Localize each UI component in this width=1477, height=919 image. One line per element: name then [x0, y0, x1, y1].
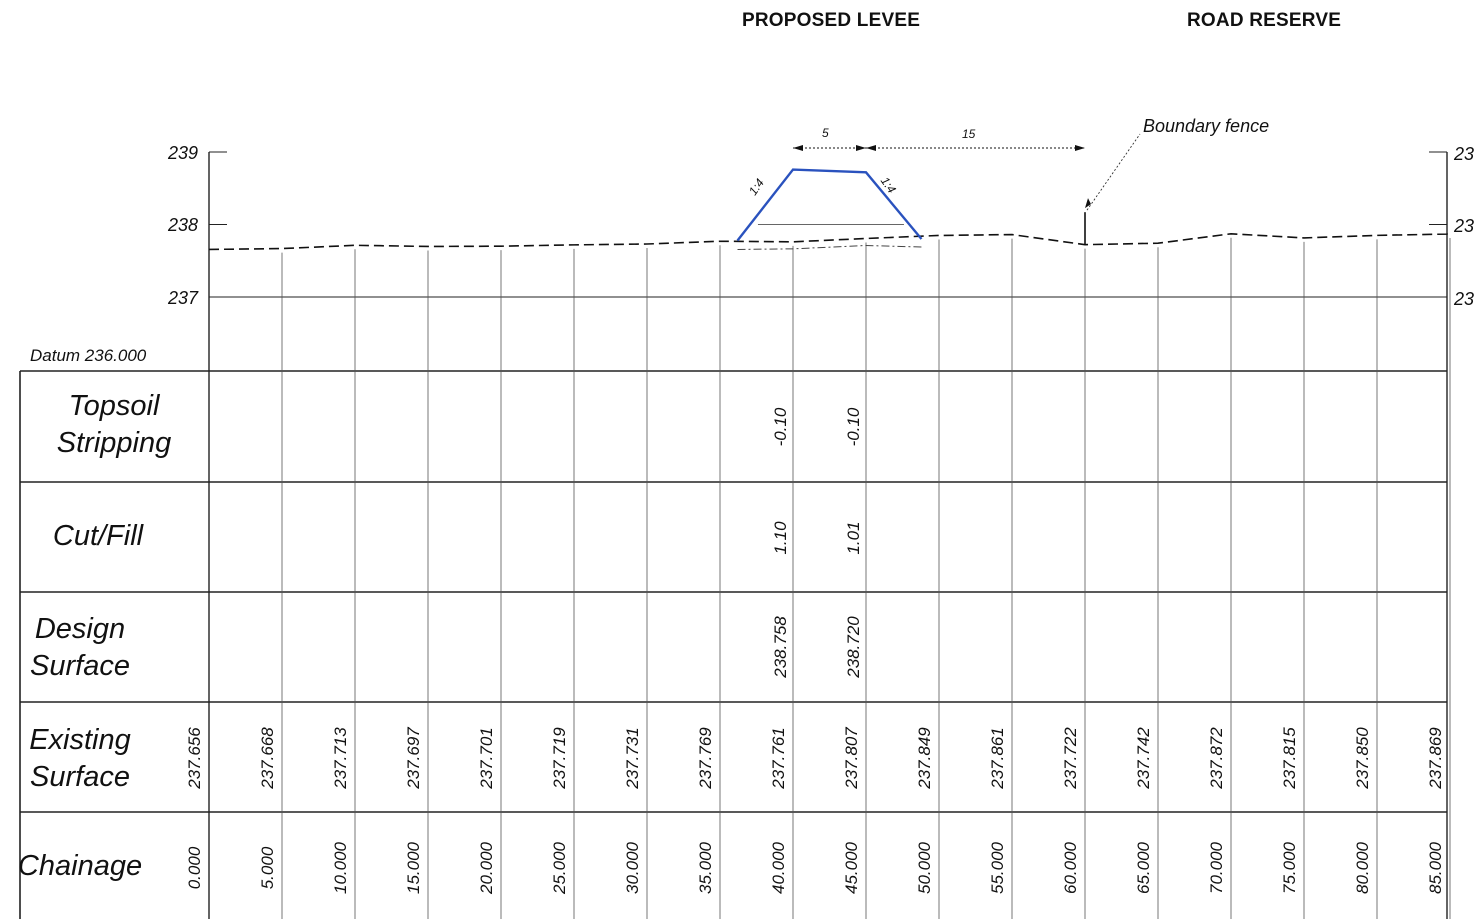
chainage-value: 20.000 [477, 842, 496, 894]
existing-surface-value: 237.807 [842, 727, 861, 789]
offset-dim-arrow-right [1075, 145, 1085, 151]
chainage-value: 50.000 [915, 842, 934, 894]
chainage-value: 65.000 [1134, 842, 1153, 894]
topsoil-stripping-value: -0.10 [771, 407, 790, 447]
existing-surface-value: 237.742 [1134, 727, 1153, 789]
row-label-existing-line1: Existing [29, 724, 131, 756]
chainage-value: 85.000 [1426, 842, 1445, 894]
existing-surface-value: 237.668 [258, 727, 277, 789]
levee-section [736, 168, 923, 242]
existing-ground-line [208, 232, 1451, 251]
row-label-existing-surface: Existing Surface [0, 722, 174, 796]
existing-surface-value: 237.850 [1353, 727, 1372, 789]
existing-surface-value: 237.719 [550, 727, 569, 789]
chainage-value: 0.000 [185, 846, 204, 890]
boundary-fence-label: Boundary fence [1143, 116, 1270, 136]
y-tick-238: 238 [168, 215, 199, 235]
design-surface-value: 238.758 [771, 616, 790, 678]
row-label-topsoil-line1: Topsoil [68, 390, 160, 422]
chainage-value: 80.000 [1353, 842, 1372, 894]
chainage-value: 35.000 [696, 842, 715, 894]
cut-fill-value: 1.01 [844, 521, 863, 555]
row-label-chainage-line1: Chainage [17, 850, 143, 882]
chainage-value: 10.000 [331, 842, 350, 894]
chainage-value: 5.000 [258, 846, 277, 890]
y-tick-239: 239 [168, 143, 199, 163]
row-label-cutfill-line1: Cut/Fill [52, 520, 144, 552]
chainage-value: 45.000 [842, 842, 861, 894]
chainage-value: 15.000 [404, 842, 423, 894]
existing-surface-value: 237.701 [477, 727, 496, 789]
offset-dimension: 15 [962, 127, 976, 141]
chainage-value: 60.000 [1061, 842, 1080, 894]
design-surface-value: 238.720 [844, 616, 863, 678]
existing-surface-value: 237.722 [1061, 727, 1080, 789]
chainage-value: 70.000 [1207, 842, 1226, 894]
existing-surface-value: 237.713 [331, 727, 350, 789]
row-label-cut-fill: Cut/Fill [4, 518, 192, 555]
offset-dim-arrow-left [866, 145, 876, 151]
chainage-value: 30.000 [623, 842, 642, 894]
existing-surface-value: 237.656 [185, 727, 204, 789]
cut-fill-value: 1.10 [771, 521, 790, 555]
road-reserve-heading: ROAD RESERVE [1187, 10, 1342, 31]
row-label-chainage: Chainage [0, 848, 174, 885]
y-tick-right-239: 23 [1454, 144, 1475, 164]
stripped-surface-line [737, 244, 922, 250]
row-label-design-line2: Surface [30, 650, 130, 682]
existing-surface-value: 237.697 [404, 727, 423, 789]
chainage-value: 25.000 [550, 842, 569, 894]
crest-width-dimension: 5 [822, 126, 829, 140]
existing-surface-value: 237.769 [696, 727, 715, 789]
existing-surface-value: 237.815 [1280, 727, 1299, 789]
existing-surface-value: 237.731 [623, 727, 642, 789]
crest-dim-arrow-left [793, 145, 803, 151]
datum-label: Datum 236.000 [30, 346, 147, 365]
row-label-existing-line2: Surface [30, 761, 130, 793]
existing-surface-value: 237.761 [769, 727, 788, 789]
row-label-topsoil-line2: Stripping [56, 427, 172, 459]
boundary-fence-leader [1086, 133, 1141, 211]
chainage-value: 40.000 [769, 842, 788, 894]
row-label-design-surface: Design Surface [0, 611, 174, 685]
y-tick-right-238: 23 [1454, 216, 1475, 236]
chainage-value: 55.000 [988, 842, 1007, 894]
existing-surface-value: 237.872 [1207, 727, 1226, 789]
crest-dim-arrow-right [856, 145, 866, 151]
y-tick-right-237: 23 [1454, 289, 1475, 309]
proposed-levee-heading: PROPOSED LEVEE [742, 10, 921, 31]
row-label-topsoil-stripping: Topsoil Stripping [20, 388, 208, 462]
boundary-fence-arrow [1085, 198, 1091, 209]
chainage-value: 75.000 [1280, 842, 1299, 894]
y-tick-237: 237 [168, 288, 199, 308]
row-label-design-line1: Design [34, 613, 126, 645]
existing-surface-value: 237.849 [915, 727, 934, 789]
existing-surface-value: 237.869 [1426, 727, 1445, 789]
topsoil-stripping-value: -0.10 [844, 407, 863, 447]
existing-surface-value: 237.861 [988, 727, 1007, 789]
